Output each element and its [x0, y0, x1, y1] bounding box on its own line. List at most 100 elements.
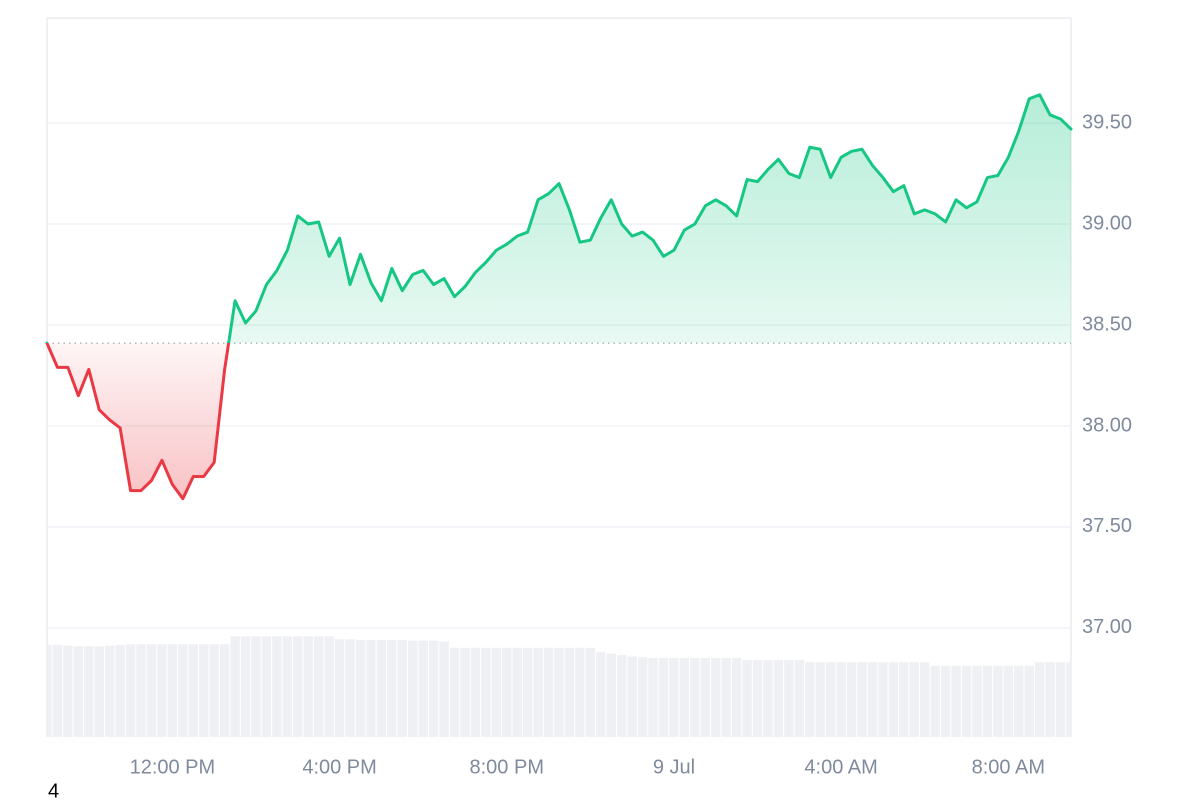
y-tick-label: 39.50: [1082, 111, 1132, 133]
y-tick-label: 38.50: [1082, 313, 1132, 335]
volume-bar: [199, 644, 209, 737]
volume-bar: [878, 662, 888, 737]
volume-bar: [616, 655, 627, 737]
volume-bar: [512, 647, 522, 737]
volume-bar: [711, 657, 721, 737]
volume-bar: [52, 644, 63, 737]
volume-bar: [825, 662, 836, 737]
volume-bar: [909, 662, 919, 737]
volume-bar: [387, 639, 397, 737]
volume-bar: [543, 647, 554, 737]
volume-bar: [439, 641, 449, 737]
volume-bar: [251, 636, 261, 737]
volume-bar: [63, 645, 73, 737]
volume-bar: [178, 644, 188, 737]
volume-bar: [982, 665, 993, 737]
volume-bar: [794, 660, 805, 737]
volume-bar: [94, 646, 104, 737]
volume-bar: [47, 644, 52, 737]
volume-bar: [805, 662, 815, 737]
volume-bar: [73, 646, 84, 737]
volume-bar: [721, 657, 731, 737]
volume-bar: [1014, 665, 1024, 737]
corner-label: 4: [48, 780, 59, 800]
volume-bar: [564, 647, 575, 737]
volume-bar: [815, 662, 825, 737]
volume-bar: [345, 639, 355, 737]
volume-bar: [136, 644, 146, 737]
volume-bar: [366, 639, 376, 737]
volume-bar: [731, 657, 742, 737]
volume-bar: [282, 636, 293, 737]
volume-bar: [157, 644, 167, 737]
volume-bar: [355, 639, 366, 737]
volume-bar: [867, 662, 878, 737]
volume-bar: [84, 646, 94, 737]
volume-bar: [940, 665, 951, 737]
x-tick-label: 4:00 AM: [804, 756, 877, 778]
volume-bar: [293, 636, 303, 737]
volume-bar: [125, 644, 136, 737]
volume-bar: [407, 640, 418, 737]
volume-bar: [857, 662, 867, 737]
volume-bar: [846, 662, 857, 737]
volume-bar: [470, 647, 481, 737]
y-tick-label: 37.50: [1082, 515, 1132, 537]
volume-bar: [951, 665, 961, 737]
x-tick-label: 8:00 PM: [470, 756, 544, 778]
volume-bar: [888, 662, 899, 737]
volume-bar: [188, 644, 199, 737]
volume-bar: [240, 636, 251, 737]
volume-bar: [533, 647, 543, 737]
volume-bar: [763, 660, 773, 737]
volume-bar: [961, 665, 972, 737]
volume-bar: [648, 657, 658, 737]
volume-bar: [1003, 665, 1014, 737]
volume-bar: [1066, 662, 1071, 737]
volume-bar: [679, 657, 690, 737]
volume-bar: [313, 636, 324, 737]
volume-bar: [491, 647, 502, 737]
volume-bar: [596, 652, 606, 737]
x-tick-label: 8:00 AM: [972, 756, 1045, 778]
volume-bar: [1024, 665, 1034, 737]
volume-bar: [324, 636, 334, 737]
volume-bar: [972, 665, 982, 737]
volume-bars: [47, 636, 1071, 737]
volume-bar: [669, 657, 679, 737]
volume-bar: [418, 640, 428, 737]
volume-bar: [481, 647, 491, 737]
volume-bar: [836, 662, 846, 737]
volume-bar: [146, 644, 157, 737]
volume-bar: [742, 660, 752, 737]
volume-bar: [606, 653, 616, 737]
volume-bar: [930, 665, 940, 737]
volume-bar: [1045, 662, 1055, 737]
price-area: [47, 94, 1071, 499]
volume-bar: [658, 657, 669, 737]
volume-bar: [554, 647, 564, 737]
volume-bar: [1055, 662, 1066, 737]
volume-bar: [637, 657, 648, 737]
x-tick-label: 12:00 PM: [130, 756, 216, 778]
x-tick-label: 9 Jul: [653, 756, 695, 778]
y-tick-label: 39.00: [1082, 212, 1132, 234]
volume-bar: [449, 647, 460, 737]
volume-bar: [784, 660, 794, 737]
volume-bar: [700, 657, 711, 737]
volume-bar: [334, 639, 345, 737]
volume-bar: [502, 647, 512, 737]
volume-bar: [230, 636, 240, 737]
volume-bar: [376, 639, 387, 737]
volume-bar: [627, 656, 637, 737]
volume-bar: [219, 644, 230, 737]
volume-bar: [303, 636, 313, 737]
volume-bar: [1034, 662, 1045, 737]
y-tick-label: 38.00: [1082, 414, 1132, 436]
volume-bar: [104, 645, 115, 737]
y-tick-label: 37.00: [1082, 616, 1132, 638]
volume-bar: [272, 636, 282, 737]
volume-bar: [209, 644, 219, 737]
